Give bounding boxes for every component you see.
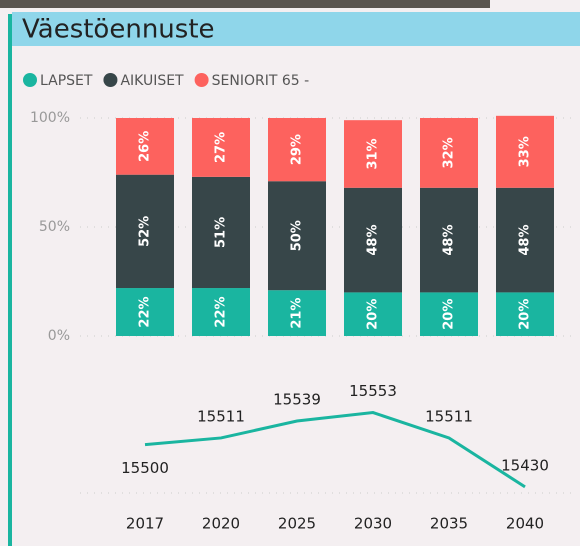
bar-segment [116, 288, 174, 336]
bar-segment [420, 292, 478, 336]
bar-segment [268, 181, 326, 291]
legend-label: LAPSET [40, 73, 93, 89]
data-label: 32% [442, 137, 457, 168]
bar-segment [344, 120, 402, 188]
legend-marker [194, 73, 209, 87]
data-label: 31% [366, 138, 381, 169]
x-tick-label: 2040 [506, 515, 544, 533]
legend-marker [23, 73, 37, 87]
bar-segment [420, 187, 478, 293]
data-label: 15511 [425, 407, 473, 425]
data-label: 22% [214, 296, 229, 327]
data-label: 21% [290, 298, 305, 329]
bar-segment [192, 176, 250, 289]
data-label: 51% [214, 217, 229, 248]
x-tick-label: 2017 [126, 515, 164, 533]
bar-segment [116, 174, 174, 289]
data-label: 26% [138, 131, 153, 162]
data-label: 48% [442, 225, 457, 256]
chart-title: Väestöennuste [22, 15, 215, 45]
bar-segment [344, 292, 402, 336]
bar-segment [192, 288, 250, 336]
data-label: 29% [290, 134, 305, 165]
data-label: 22% [138, 296, 153, 327]
bar-segment [268, 290, 326, 336]
y-tick-label: 100% [30, 110, 70, 126]
data-label: 20% [442, 299, 457, 330]
bar-segment [420, 118, 478, 188]
data-label: 27% [214, 132, 229, 163]
data-label: 15430 [501, 456, 549, 474]
data-label: 15511 [197, 407, 245, 425]
x-tick-label: 2035 [430, 515, 468, 533]
data-label: 20% [518, 299, 533, 330]
bar-segment [496, 115, 554, 188]
side-accent [8, 14, 12, 546]
data-label: 15539 [273, 391, 321, 409]
data-label: 20% [366, 299, 381, 330]
data-label: 48% [518, 225, 533, 256]
x-tick-label: 2030 [354, 515, 392, 533]
header-band [12, 12, 580, 46]
bar-segment [496, 292, 554, 336]
data-label: 48% [366, 225, 381, 256]
bar-segment [344, 187, 402, 293]
y-tick-label: 0% [48, 328, 70, 344]
data-label: 33% [518, 136, 533, 167]
data-label: 15500 [121, 459, 169, 477]
bar-segment [116, 118, 174, 175]
top-strip [0, 0, 490, 8]
y-tick-label: 50% [39, 219, 70, 235]
x-tick-label: 2025 [278, 515, 316, 533]
bar-segment [496, 187, 554, 293]
line [144, 411, 526, 489]
x-tick-label: 2020 [202, 515, 240, 533]
data-label: 52% [138, 216, 153, 247]
bar-segment [268, 118, 326, 182]
data-label: 50% [290, 220, 305, 251]
bar-segment [192, 118, 250, 177]
legend-marker [103, 73, 118, 87]
data-label: 15553 [349, 382, 397, 400]
legend-label: AIKUISET [120, 73, 184, 89]
legend-label: SENIORIT 65 - [212, 73, 310, 89]
